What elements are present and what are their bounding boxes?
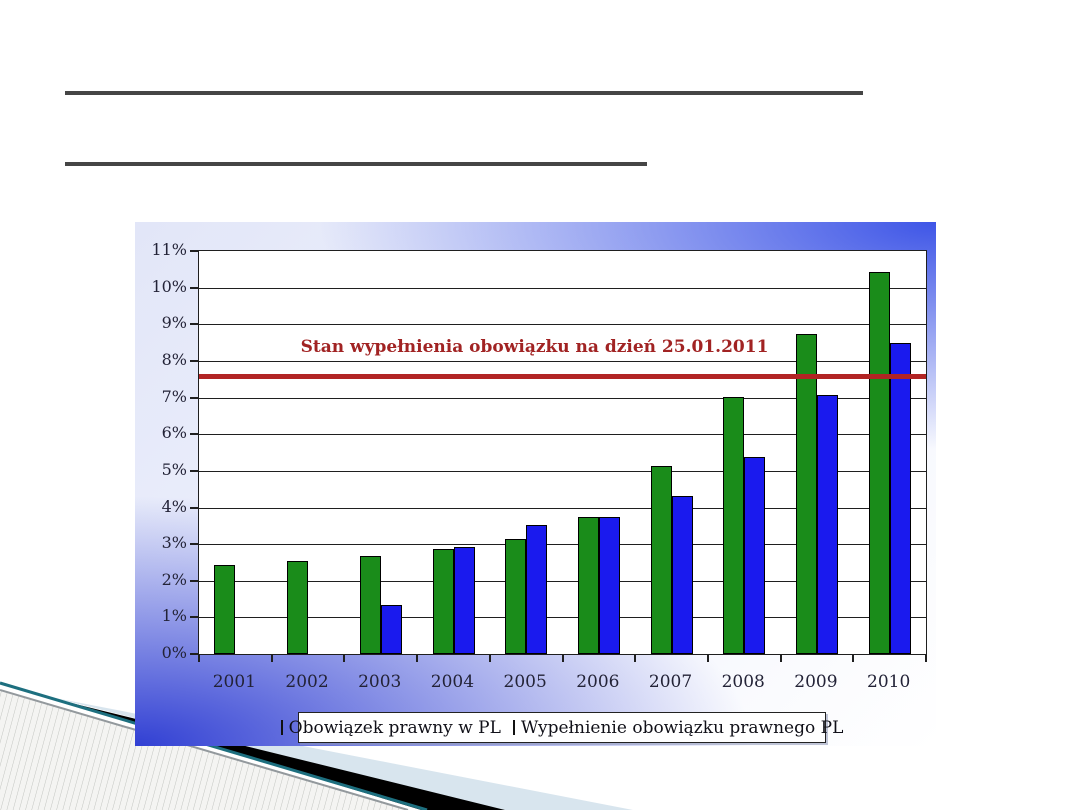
x-label-2002: 2002 bbox=[285, 672, 329, 692]
y-tick-mark-6 bbox=[190, 433, 198, 436]
bar-2010-blue bbox=[889, 343, 911, 654]
bar-2002-green bbox=[287, 561, 309, 654]
x-tick-mark-0 bbox=[198, 654, 200, 662]
y-tick-label-1: 1% bbox=[161, 606, 187, 626]
x-tick-mark-4 bbox=[488, 654, 491, 662]
y-tick-mark-5 bbox=[190, 469, 198, 472]
y-tick-label-5: 5% bbox=[161, 459, 187, 479]
title-underline-2 bbox=[65, 162, 647, 166]
y-tick-mark-2 bbox=[190, 579, 198, 582]
bar-2005-blue bbox=[526, 524, 548, 654]
bar-2008-blue bbox=[744, 457, 766, 654]
x-label-2007: 2007 bbox=[648, 672, 693, 692]
bar-2006-green bbox=[577, 517, 599, 654]
y-tick-mark-0 bbox=[190, 653, 198, 655]
x-tick-mark-3 bbox=[416, 654, 419, 662]
y-tick-mark-9 bbox=[190, 323, 198, 326]
x-tick-mark-5 bbox=[561, 654, 564, 662]
title-underline-1 bbox=[65, 91, 863, 95]
bar-2005-green bbox=[505, 539, 527, 654]
x-label-2009: 2009 bbox=[794, 672, 838, 692]
bar-2004-green bbox=[432, 548, 454, 654]
bar-2001-green bbox=[214, 565, 236, 654]
x-tick-mark-1 bbox=[270, 654, 273, 662]
y-tick-label-8: 8% bbox=[161, 349, 187, 369]
gridline-7pct bbox=[199, 397, 926, 399]
y-tick-label-7: 7% bbox=[161, 386, 187, 406]
bar-2009-blue bbox=[817, 394, 838, 654]
y-tick-mark-11 bbox=[190, 250, 198, 252]
bar-2004-blue bbox=[453, 546, 475, 654]
x-label-2001: 2001 bbox=[212, 672, 256, 692]
legend-swatch-green bbox=[280, 720, 283, 735]
reference-line-label: Stan wypełnienia obowiązku na dzień 25.0… bbox=[300, 337, 769, 357]
bar-2003-blue bbox=[380, 605, 402, 654]
y-tick-label-11: 11% bbox=[151, 240, 187, 259]
x-label-2008: 2008 bbox=[721, 672, 765, 692]
x-label-2006: 2006 bbox=[576, 672, 620, 692]
y-tick-mark-1 bbox=[190, 616, 198, 619]
gridline-6pct bbox=[199, 434, 926, 436]
legend-swatch-blue bbox=[512, 720, 515, 735]
gridline-9pct bbox=[199, 324, 926, 326]
x-tick-mark-7 bbox=[706, 654, 709, 662]
x-label-2010: 2010 bbox=[867, 672, 911, 692]
x-label-2003: 2003 bbox=[358, 672, 402, 692]
y-tick-label-6: 6% bbox=[161, 423, 187, 443]
gridline-1pct bbox=[199, 617, 926, 619]
y-tick-label-10: 10% bbox=[151, 276, 187, 296]
reference-line bbox=[199, 373, 926, 379]
x-tick-mark-10 bbox=[925, 654, 927, 662]
gridline-8pct bbox=[199, 360, 926, 362]
x-label-2005: 2005 bbox=[503, 672, 547, 692]
decoration-teal-line bbox=[0, 681, 428, 810]
x-tick-mark-9 bbox=[852, 654, 855, 662]
gridline-10pct bbox=[199, 287, 926, 289]
bar-2009-green bbox=[796, 334, 817, 654]
bar-2008-green bbox=[723, 396, 745, 654]
y-tick-mark-4 bbox=[190, 506, 198, 509]
y-tick-label-2: 2% bbox=[161, 569, 187, 589]
legend-label-series1: Obowiązek prawny w PL bbox=[288, 717, 501, 738]
y-tick-mark-8 bbox=[190, 359, 198, 362]
gridline-2pct bbox=[199, 580, 926, 582]
y-tick-mark-10 bbox=[190, 286, 198, 289]
y-tick-label-4: 4% bbox=[161, 496, 187, 516]
y-tick-label-3: 3% bbox=[161, 533, 187, 553]
bar-2006-blue bbox=[598, 517, 620, 654]
gridline-4pct bbox=[199, 507, 926, 509]
bar-2007-blue bbox=[671, 495, 693, 654]
x-label-2004: 2004 bbox=[430, 672, 475, 692]
y-tick-mark-3 bbox=[190, 543, 198, 546]
bar-2003-green bbox=[359, 555, 381, 654]
decoration-hatch-border-line bbox=[0, 689, 409, 810]
y-tick-label-0: 0% bbox=[161, 643, 187, 662]
legend-label-series2: Wypełnienie obowiązku prawnego PL bbox=[520, 717, 844, 738]
gridline-3pct bbox=[199, 544, 926, 546]
y-tick-label-9: 9% bbox=[161, 313, 187, 333]
chart-legend: Obowiązek prawny w PL Wypełnienie obowią… bbox=[280, 712, 843, 743]
bar-2010-green bbox=[868, 272, 890, 654]
x-tick-mark-2 bbox=[343, 654, 346, 662]
gridline-5pct bbox=[199, 470, 926, 472]
y-tick-mark-7 bbox=[190, 396, 198, 399]
x-tick-mark-6 bbox=[634, 654, 637, 662]
bar-2007-green bbox=[650, 466, 672, 654]
chart-panel: Stan wypełnienia obowiązku na dzień 25.0… bbox=[135, 222, 936, 746]
plot-area: Stan wypełnienia obowiązku na dzień 25.0… bbox=[198, 250, 927, 655]
x-tick-mark-8 bbox=[779, 654, 782, 662]
